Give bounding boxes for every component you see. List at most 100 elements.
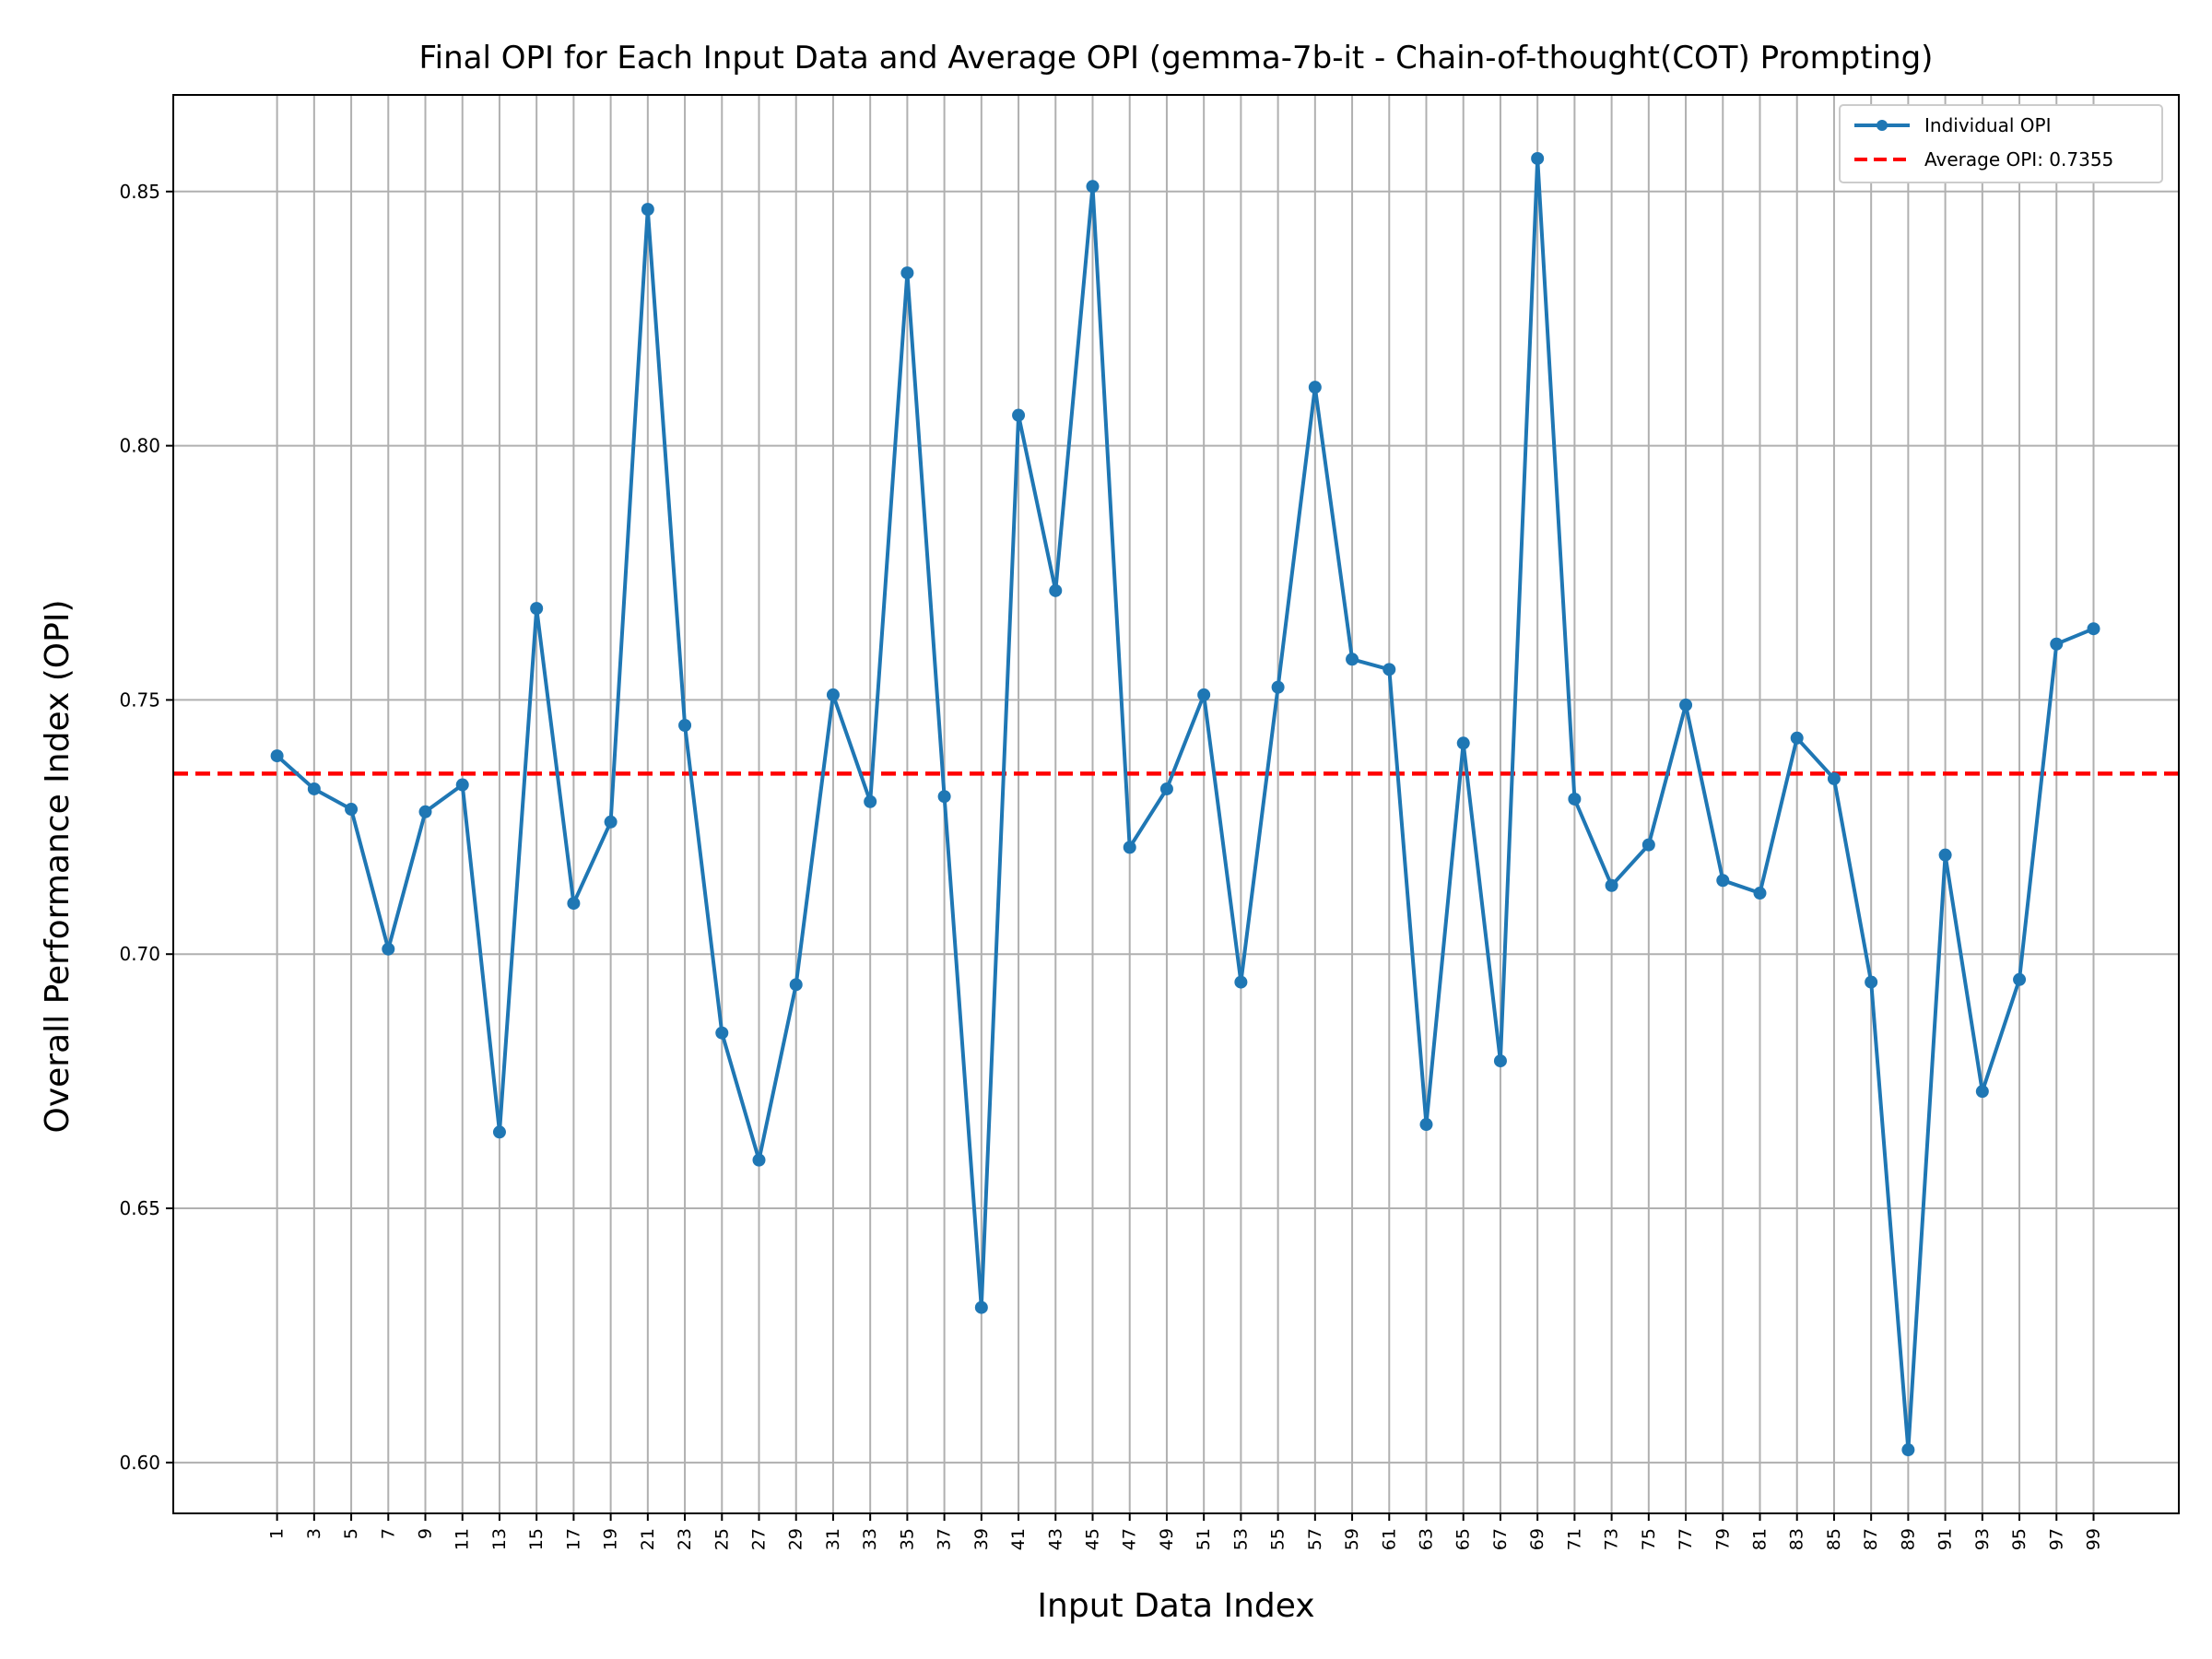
data-point-51 xyxy=(1197,688,1211,701)
x-tick-label-41: 41 xyxy=(1008,1528,1029,1550)
x-tick-label-83: 83 xyxy=(1787,1528,1807,1550)
data-point-69 xyxy=(1531,151,1545,165)
legend-box xyxy=(1839,104,2163,183)
data-point-67 xyxy=(1493,1054,1507,1068)
x-tick-label-29: 29 xyxy=(786,1528,806,1550)
data-point-57 xyxy=(1308,381,1322,394)
data-point-23 xyxy=(678,719,692,732)
y-tick-label-0.70: 0.70 xyxy=(119,943,160,965)
data-point-21 xyxy=(641,203,654,217)
data-point-73 xyxy=(1605,878,1618,892)
data-point-75 xyxy=(1641,838,1655,852)
y-tick-label-0.80: 0.80 xyxy=(119,435,160,457)
x-tick-label-99: 99 xyxy=(2083,1528,2103,1550)
data-point-5 xyxy=(345,803,359,817)
data-point-85 xyxy=(1827,771,1841,785)
x-tick-label-15: 15 xyxy=(526,1528,547,1550)
data-point-41 xyxy=(1012,408,1026,422)
x-tick-label-81: 81 xyxy=(1749,1528,1770,1550)
x-tick-label-11: 11 xyxy=(453,1528,473,1550)
x-tick-label-33: 33 xyxy=(860,1528,880,1550)
x-tick-label-57: 57 xyxy=(1305,1528,1325,1550)
x-tick-label-31: 31 xyxy=(823,1528,843,1550)
x-tick-label-69: 69 xyxy=(1527,1528,1547,1550)
x-tick-label-39: 39 xyxy=(971,1528,992,1550)
data-point-27 xyxy=(752,1153,766,1167)
data-point-63 xyxy=(1419,1118,1433,1132)
data-point-37 xyxy=(937,790,951,804)
legend-series-marker xyxy=(1877,120,1888,131)
x-tick-label-91: 91 xyxy=(1936,1528,1956,1550)
data-point-71 xyxy=(1568,792,1582,806)
x-tick-label-3: 3 xyxy=(304,1528,324,1539)
data-point-25 xyxy=(715,1026,729,1040)
x-tick-label-93: 93 xyxy=(1972,1528,1993,1550)
data-point-55 xyxy=(1271,680,1285,694)
x-tick-label-43: 43 xyxy=(1045,1528,1065,1550)
x-tick-label-61: 61 xyxy=(1379,1528,1399,1550)
x-ticks: 1 3 5 7 9 11 13 15 17 19 21 23 25 27 29 31 33 35 37 39 41 43 4… xyxy=(267,1513,2103,1550)
data-point-33 xyxy=(864,794,877,808)
data-point-15 xyxy=(530,602,544,616)
x-tick-label-77: 77 xyxy=(1676,1528,1696,1550)
x-tick-label-51: 51 xyxy=(1194,1528,1214,1550)
x-tick-label-75: 75 xyxy=(1639,1528,1659,1550)
x-tick-label-35: 35 xyxy=(897,1528,917,1550)
x-tick-label-45: 45 xyxy=(1083,1528,1103,1550)
series-group xyxy=(270,151,2100,1457)
data-point-77 xyxy=(1679,698,1693,712)
chart-title: Final OPI for Each Input Data and Averag… xyxy=(419,40,1934,76)
x-tick-label-85: 85 xyxy=(1824,1528,1844,1550)
x-tick-label-59: 59 xyxy=(1342,1528,1362,1550)
data-point-35 xyxy=(900,266,914,280)
data-point-97 xyxy=(2050,637,2064,651)
x-tick-label-67: 67 xyxy=(1490,1528,1511,1550)
y-ticks: 0.60 0.65 0.70 0.75 0.80 0.85 xyxy=(119,181,173,1474)
data-point-17 xyxy=(567,897,581,911)
x-tick-label-89: 89 xyxy=(1898,1528,1918,1550)
data-point-43 xyxy=(1049,583,1063,597)
x-tick-label-37: 37 xyxy=(935,1528,955,1550)
data-point-65 xyxy=(1456,736,1470,750)
data-point-7 xyxy=(382,942,395,956)
x-tick-label-47: 47 xyxy=(1120,1528,1140,1550)
data-point-19 xyxy=(604,815,618,829)
x-tick-label-21: 21 xyxy=(638,1528,658,1550)
data-point-3 xyxy=(307,782,321,795)
x-tick-label-23: 23 xyxy=(675,1528,695,1550)
x-tick-label-97: 97 xyxy=(2046,1528,2066,1550)
data-point-93 xyxy=(1975,1085,1989,1099)
data-point-81 xyxy=(1753,887,1767,900)
x-tick-label-5: 5 xyxy=(341,1528,361,1539)
data-point-53 xyxy=(1234,975,1248,989)
data-point-79 xyxy=(1716,874,1730,888)
x-axis-label: Input Data Index xyxy=(1037,1587,1314,1625)
x-tick-label-55: 55 xyxy=(1268,1528,1288,1550)
x-tick-label-9: 9 xyxy=(416,1528,436,1539)
x-tick-label-71: 71 xyxy=(1564,1528,1584,1550)
data-point-1 xyxy=(270,749,284,763)
data-point-31 xyxy=(826,688,840,701)
x-tick-label-87: 87 xyxy=(1861,1528,1881,1550)
data-point-99 xyxy=(2087,622,2100,636)
series-line xyxy=(276,157,2095,1452)
data-point-83 xyxy=(1790,731,1804,745)
data-point-29 xyxy=(789,978,803,992)
plot-frame xyxy=(172,94,2180,1514)
data-point-87 xyxy=(1865,975,1878,989)
x-tick-label-53: 53 xyxy=(1230,1528,1251,1550)
data-point-61 xyxy=(1382,663,1396,677)
data-point-89 xyxy=(1901,1443,1915,1457)
x-tick-label-63: 63 xyxy=(1416,1528,1436,1550)
data-point-49 xyxy=(1159,782,1173,795)
y-tick-label-0.65: 0.65 xyxy=(119,1197,160,1219)
x-tick-label-73: 73 xyxy=(1602,1528,1622,1550)
legend-average-label: Average OPI: 0.7355 xyxy=(1924,148,2113,171)
data-point-91 xyxy=(1938,848,1952,862)
x-tick-label-65: 65 xyxy=(1453,1528,1474,1550)
x-tick-label-1: 1 xyxy=(267,1528,288,1539)
data-point-11 xyxy=(455,778,469,792)
y-tick-label-0.75: 0.75 xyxy=(119,688,160,711)
legend: Individual OPI Average OPI: 0.7355 xyxy=(1839,104,2163,183)
